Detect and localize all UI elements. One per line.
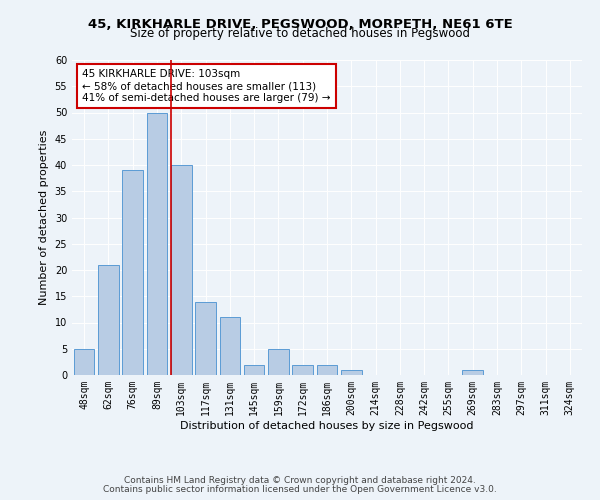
Bar <box>317 364 337 375</box>
Y-axis label: Number of detached properties: Number of detached properties <box>39 130 49 305</box>
Bar <box>195 302 216 375</box>
Bar <box>244 364 265 375</box>
Text: 45 KIRKHARLE DRIVE: 103sqm
← 58% of detached houses are smaller (113)
41% of sem: 45 KIRKHARLE DRIVE: 103sqm ← 58% of deta… <box>82 70 331 102</box>
Bar <box>463 370 483 375</box>
Text: 45, KIRKHARLE DRIVE, PEGSWOOD, MORPETH, NE61 6TE: 45, KIRKHARLE DRIVE, PEGSWOOD, MORPETH, … <box>88 18 512 30</box>
Bar <box>220 318 240 375</box>
Bar <box>171 165 191 375</box>
X-axis label: Distribution of detached houses by size in Pegswood: Distribution of detached houses by size … <box>180 420 474 430</box>
Bar <box>146 112 167 375</box>
Bar <box>268 349 289 375</box>
Text: Contains HM Land Registry data © Crown copyright and database right 2024.: Contains HM Land Registry data © Crown c… <box>124 476 476 485</box>
Text: Size of property relative to detached houses in Pegswood: Size of property relative to detached ho… <box>130 28 470 40</box>
Bar <box>292 364 313 375</box>
Bar <box>341 370 362 375</box>
Bar <box>122 170 143 375</box>
Bar <box>98 265 119 375</box>
Bar <box>74 349 94 375</box>
Text: Contains public sector information licensed under the Open Government Licence v3: Contains public sector information licen… <box>103 485 497 494</box>
